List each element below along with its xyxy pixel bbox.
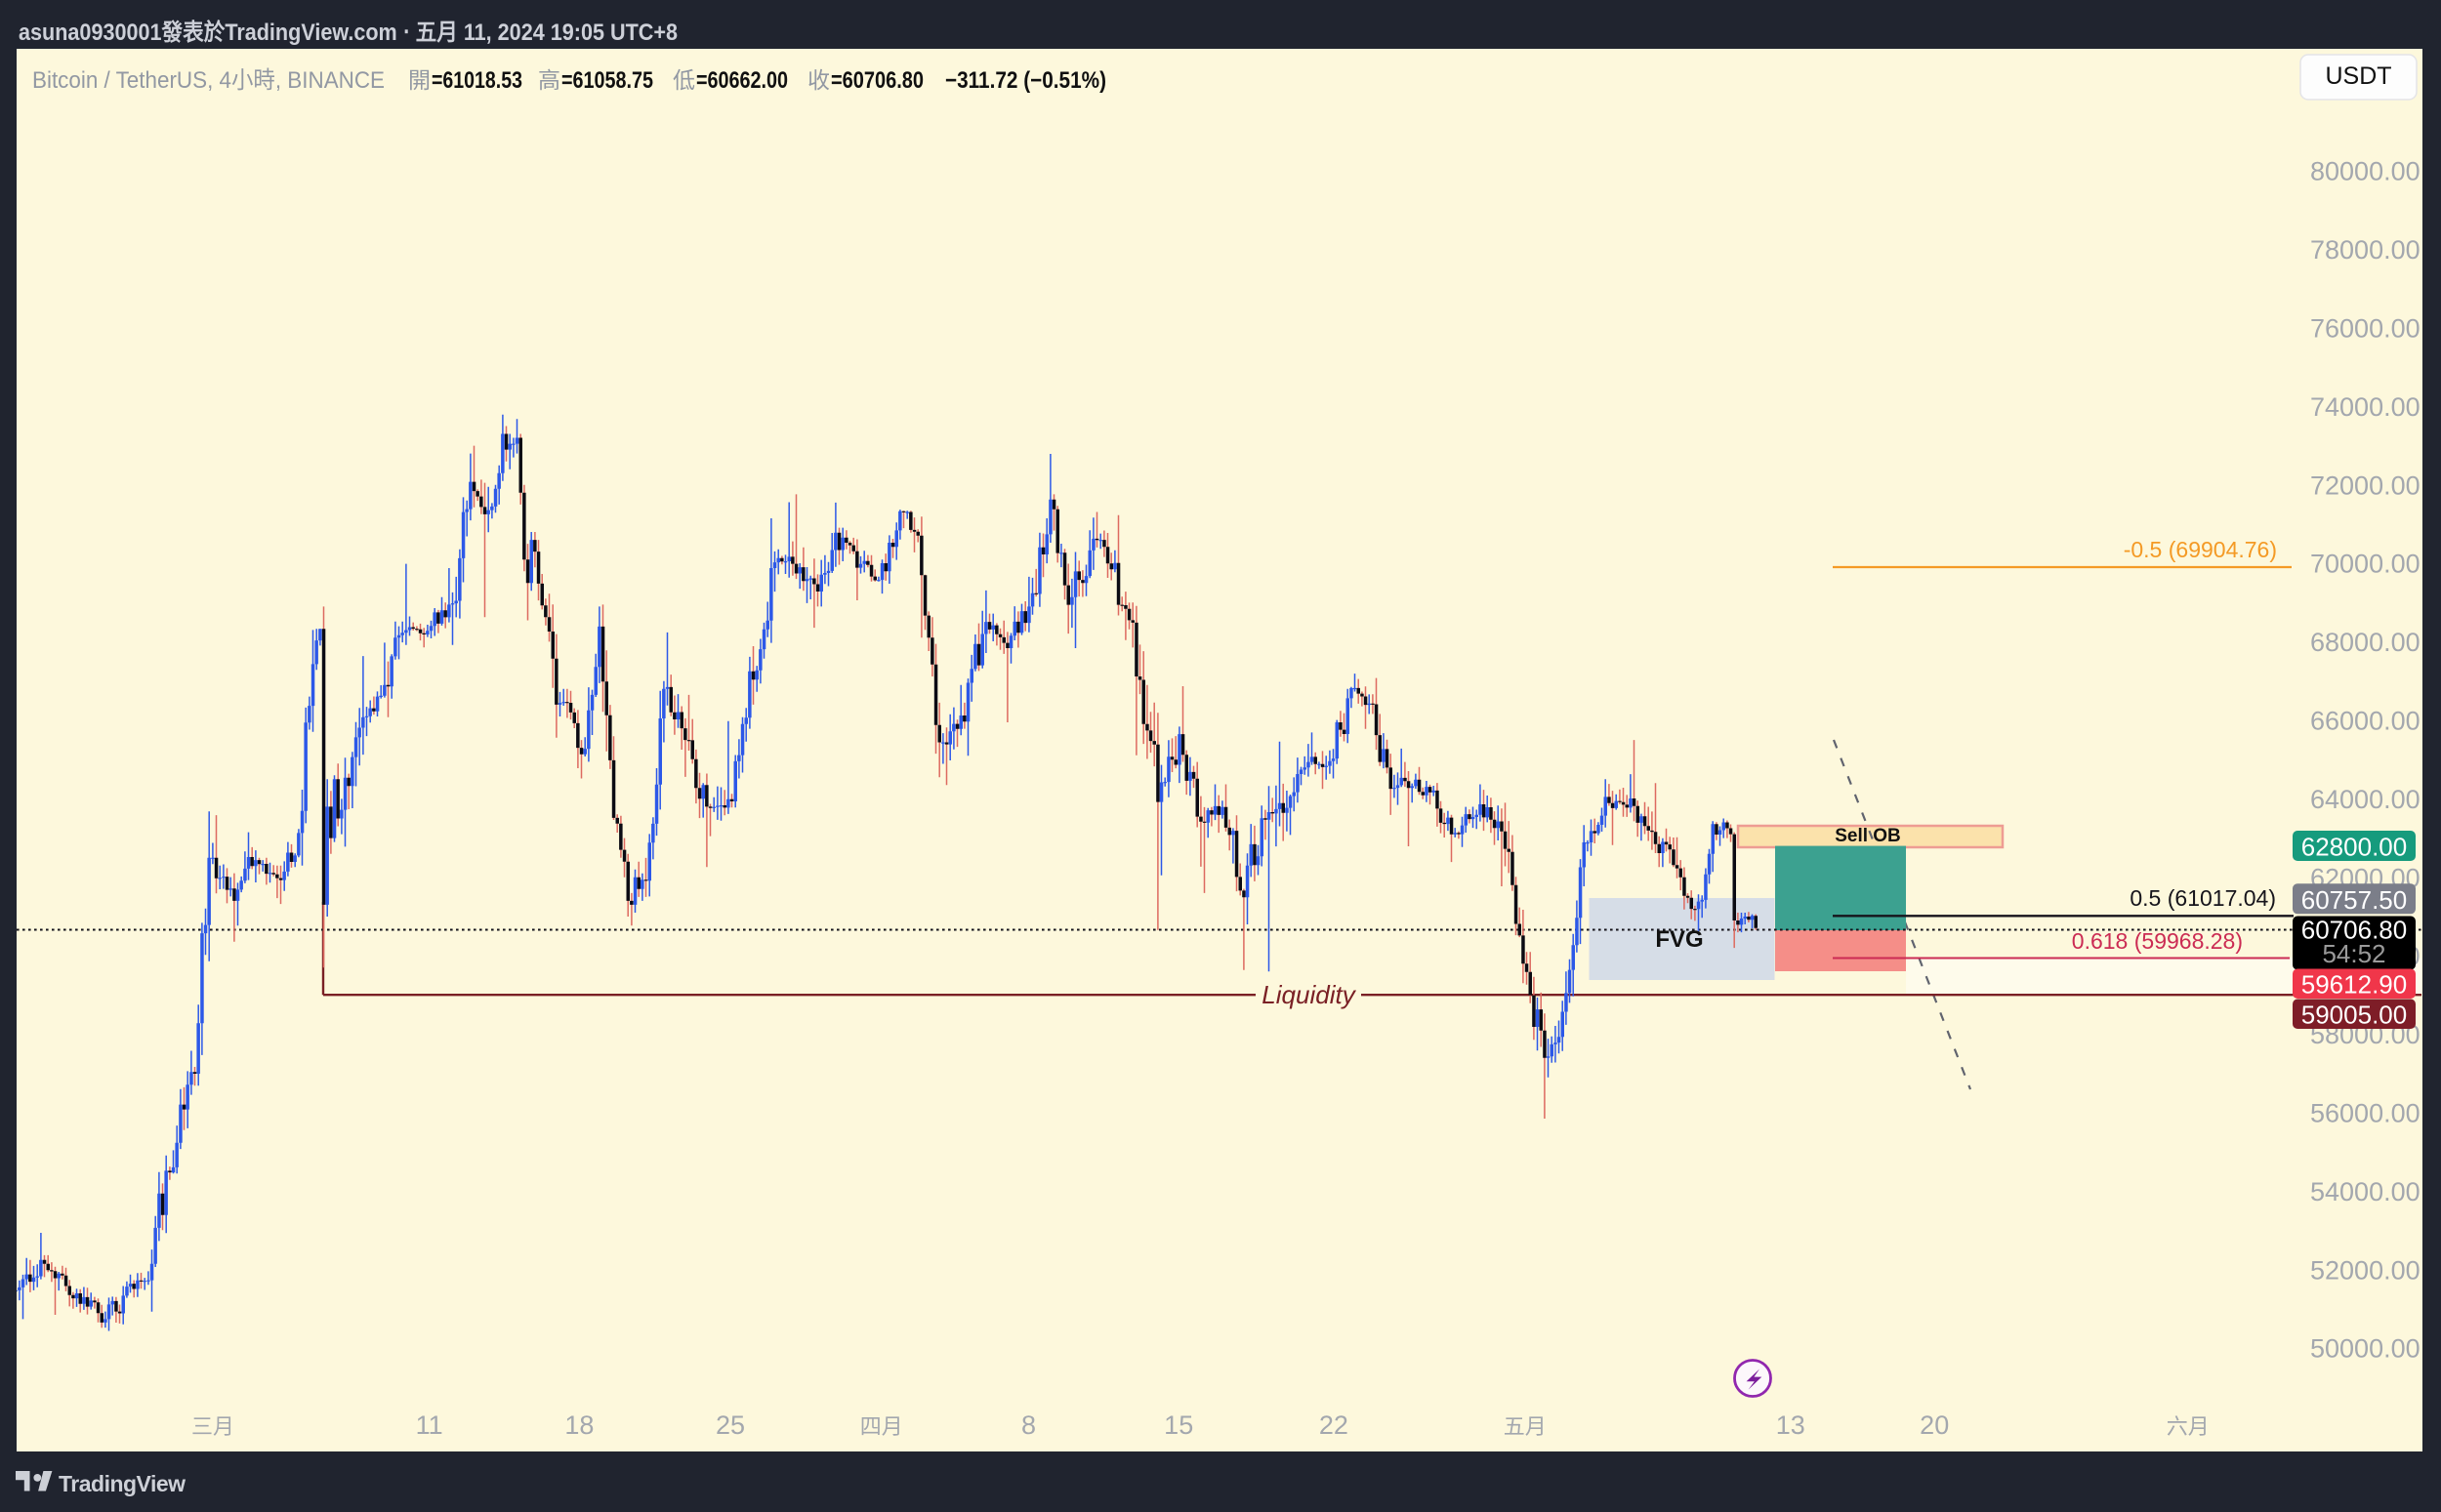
svg-text:18: 18 bbox=[564, 1410, 594, 1440]
svg-text:70000.00: 70000.00 bbox=[2310, 550, 2420, 579]
svg-text:Liquidity: Liquidity bbox=[1262, 980, 1356, 1009]
svg-text:TradingView: TradingView bbox=[59, 1471, 186, 1496]
svg-text:asuna0930001發表於TradingView.com: asuna0930001發表於TradingView.com ‧ 五月 11, … bbox=[19, 19, 678, 46]
svg-text:80000.00: 80000.00 bbox=[2310, 157, 2420, 186]
svg-text:8: 8 bbox=[1021, 1410, 1036, 1440]
svg-text:60757.50: 60757.50 bbox=[2301, 885, 2407, 915]
svg-text:13: 13 bbox=[1776, 1410, 1805, 1440]
svg-text:54000.00: 54000.00 bbox=[2310, 1177, 2420, 1206]
svg-text:56000.00: 56000.00 bbox=[2310, 1099, 2420, 1128]
svg-text:72000.00: 72000.00 bbox=[2310, 470, 2420, 500]
svg-text:59005.00: 59005.00 bbox=[2301, 1001, 2407, 1030]
svg-text:Bitcoin / TetherUS, 4小時, BINAN: Bitcoin / TetherUS, 4小時, BINANCE 開=61018.… bbox=[32, 67, 1106, 94]
svg-text:25: 25 bbox=[716, 1410, 745, 1440]
svg-text:11: 11 bbox=[416, 1410, 443, 1440]
svg-text:22: 22 bbox=[1319, 1410, 1348, 1440]
svg-text:三月: 三月 bbox=[191, 1414, 234, 1439]
svg-text:0.5 (61017.04): 0.5 (61017.04) bbox=[2130, 885, 2276, 911]
svg-text:USDT: USDT bbox=[2325, 62, 2391, 90]
svg-text:六月: 六月 bbox=[2167, 1414, 2210, 1439]
svg-text:60706.80: 60706.80 bbox=[2301, 916, 2407, 945]
svg-text:50000.00: 50000.00 bbox=[2310, 1334, 2420, 1364]
svg-text:FVG: FVG bbox=[1655, 926, 1703, 953]
svg-text:66000.00: 66000.00 bbox=[2310, 707, 2420, 736]
svg-text:59612.90: 59612.90 bbox=[2301, 970, 2407, 1000]
svg-text:15: 15 bbox=[1164, 1410, 1193, 1440]
svg-text:20: 20 bbox=[1920, 1410, 1949, 1440]
svg-text:62800.00: 62800.00 bbox=[2301, 833, 2407, 862]
svg-text:76000.00: 76000.00 bbox=[2310, 314, 2420, 344]
svg-text:0.618 (59968.28): 0.618 (59968.28) bbox=[2072, 928, 2243, 954]
svg-text:64000.00: 64000.00 bbox=[2310, 785, 2420, 814]
svg-text:五月: 五月 bbox=[1504, 1414, 1547, 1439]
svg-text:-0.5 (69904.76): -0.5 (69904.76) bbox=[2124, 537, 2277, 562]
svg-text:54:52: 54:52 bbox=[2322, 939, 2385, 968]
svg-text:74000.00: 74000.00 bbox=[2310, 392, 2420, 422]
svg-text:52000.00: 52000.00 bbox=[2310, 1255, 2420, 1285]
svg-text:四月: 四月 bbox=[860, 1414, 903, 1439]
svg-text:Sell OB: Sell OB bbox=[1835, 826, 1901, 846]
svg-text:68000.00: 68000.00 bbox=[2310, 628, 2420, 657]
svg-text:78000.00: 78000.00 bbox=[2310, 235, 2420, 265]
